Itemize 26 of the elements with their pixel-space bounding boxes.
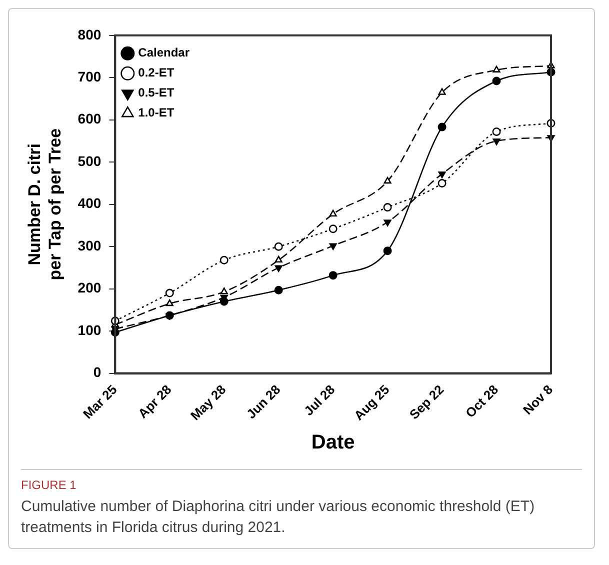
y-tick-label: 400 bbox=[78, 195, 102, 212]
y-tick-label: 600 bbox=[78, 110, 102, 127]
caption: FIGURE 1 bbox=[21, 478, 78, 492]
y-tick-label: 0 bbox=[93, 364, 102, 380]
x-tick-label: May 28 bbox=[187, 382, 229, 424]
y-tick-label: 100 bbox=[78, 322, 102, 338]
x-tick-label: Nov 8 bbox=[520, 382, 556, 418]
x-tick-label: Mar 25 bbox=[80, 382, 120, 422]
x-tick-label: Jun 28 bbox=[244, 382, 284, 422]
y-axis-title: Number D. citri per Tap of per Tree bbox=[24, 128, 64, 280]
x-tick-label: Sep 22 bbox=[406, 382, 447, 422]
x-tick-label: Oct 28 bbox=[462, 382, 502, 421]
y-tick-label: 800 bbox=[78, 26, 102, 42]
x-tick-label: Aug 25 bbox=[350, 382, 392, 424]
x-tick-label: Jul 28 bbox=[301, 382, 338, 419]
x-axis-title: Date bbox=[311, 432, 355, 454]
legend-label: 0.2-ET bbox=[138, 66, 175, 80]
legend-label: 0.5-ET bbox=[138, 86, 175, 100]
y-tick-label: 300 bbox=[78, 237, 102, 254]
y-tick-label: 500 bbox=[78, 152, 102, 169]
y-tick-label: 200 bbox=[78, 280, 102, 296]
text: Cumulative number of Diaphorina citri under various economic threshold (ET) treatments in Florida citrus during 2021. bbox=[21, 497, 536, 538]
x-tick-label: Apr 28 bbox=[135, 382, 174, 422]
legend-label: Calendar bbox=[138, 46, 190, 60]
y-tick-label: 700 bbox=[78, 68, 102, 84]
legend-label: 1.0-ET bbox=[138, 106, 175, 120]
